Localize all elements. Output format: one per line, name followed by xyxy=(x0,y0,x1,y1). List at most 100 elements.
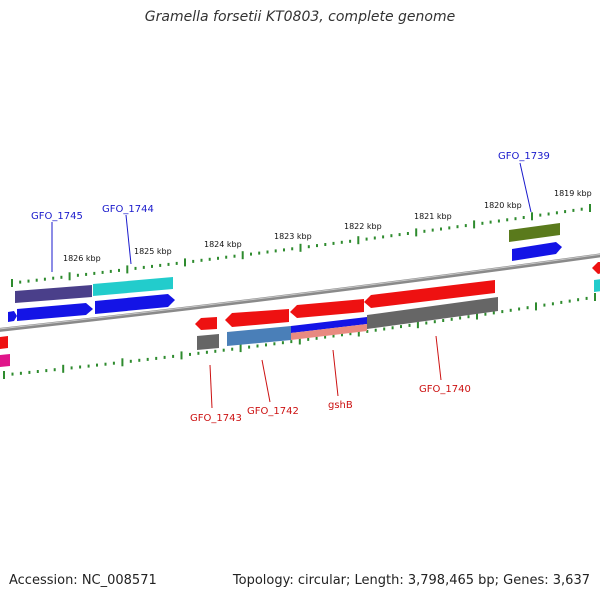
outer-ruler-minor-tick xyxy=(382,235,385,239)
outer-ruler-minor-tick xyxy=(250,252,252,256)
outer-ruler-minor-tick xyxy=(547,212,550,216)
inner-ruler-minor-tick xyxy=(585,296,588,300)
ruler-label-1825: 1825 kbp xyxy=(134,247,172,256)
inner-ruler-minor-tick xyxy=(87,364,90,368)
outer-ruler-major-tick xyxy=(11,279,13,287)
outer-ruler-major-tick xyxy=(589,204,591,212)
leader-gfo1743 xyxy=(209,364,213,409)
outer-ruler-minor-tick xyxy=(365,237,368,241)
inner-ruler-minor-tick xyxy=(459,316,462,320)
inner-ruler-minor-tick xyxy=(214,349,217,353)
outer-ruler-minor-tick xyxy=(332,241,335,245)
gene-arrow-gfo1745 xyxy=(17,303,93,321)
outer-ruler-minor-tick xyxy=(118,268,120,272)
outer-ruler-minor-tick xyxy=(167,262,170,266)
inner-ruler-minor-tick xyxy=(425,321,428,325)
inner-ruler-minor-tick xyxy=(290,340,293,344)
inner-ruler-minor-tick xyxy=(155,356,158,360)
outer-ruler-minor-tick xyxy=(134,266,137,270)
outer-ruler-minor-tick xyxy=(390,234,393,238)
inner-ruler-minor-tick xyxy=(163,355,166,359)
gene-labels: GFO_1745 GFO_1744 GFO_1739 GFO_1743 GFO_… xyxy=(31,151,550,424)
outer-ruler-minor-tick xyxy=(316,244,318,248)
outer-ruler-major-tick xyxy=(531,212,533,221)
inner-ruler-minor-tick xyxy=(509,308,512,312)
outer-ruler-minor-tick xyxy=(208,257,211,261)
outer-ruler-minor-tick xyxy=(52,276,55,280)
gene-arrow-left-edge-red xyxy=(0,336,8,349)
outer-ruler-major-tick xyxy=(184,258,186,267)
feature-gfo1740-gray xyxy=(367,297,498,329)
gene-label-gfo1740: GFO_1740 xyxy=(419,384,471,395)
outer-ruler-minor-tick xyxy=(225,255,228,259)
outer-ruler-major-tick xyxy=(415,228,418,237)
outer-ruler-minor-tick xyxy=(85,272,88,276)
outer-ruler-minor-tick xyxy=(159,263,162,267)
outer-ruler-minor-tick xyxy=(274,249,277,253)
outer-ruler-minor-tick xyxy=(266,250,269,254)
outer-ruler-minor-tick xyxy=(258,251,261,255)
map-title: Gramella forsetii KT0803, complete genom… xyxy=(144,9,456,25)
inner-ruler-minor-tick xyxy=(45,369,48,373)
gene-arrow-gfo1740 xyxy=(364,280,495,308)
outer-ruler-major-tick xyxy=(68,272,71,281)
inner-ruler-minor-tick xyxy=(349,332,352,336)
inner-ruler-major-tick xyxy=(121,358,124,367)
outer-ruler-minor-tick xyxy=(431,228,434,232)
outer-ruler-minor-tick xyxy=(142,265,145,269)
leader-gfo1740 xyxy=(435,335,442,381)
outer-ruler-minor-tick xyxy=(109,269,112,273)
inner-ruler-minor-tick xyxy=(281,341,284,345)
outer-ruler-minor-tick xyxy=(200,258,203,262)
inner-ruler-minor-tick xyxy=(560,300,563,304)
ruler-label-1824: 1824 kbp xyxy=(204,240,242,249)
inner-ruler-minor-tick xyxy=(231,347,234,351)
feature-gshb-blue xyxy=(291,317,367,333)
outer-ruler-minor-tick xyxy=(307,245,310,249)
inner-tick-ruler xyxy=(3,293,596,379)
inner-ruler-minor-tick xyxy=(543,303,546,307)
outer-ruler-major-tick xyxy=(299,243,302,252)
inner-ruler-major-tick xyxy=(180,351,183,360)
outer-ruler-minor-tick xyxy=(349,239,352,243)
outer-ruler-minor-tick xyxy=(464,224,467,228)
outer-ruler-minor-tick xyxy=(481,221,484,225)
forward-feature-row xyxy=(15,223,600,303)
outer-ruler-minor-tick xyxy=(233,254,236,258)
inner-ruler-minor-tick xyxy=(501,310,504,314)
outer-ruler-minor-tick xyxy=(175,261,178,265)
outer-ruler-minor-tick xyxy=(151,264,153,268)
ruler-label-1821: 1821 kbp xyxy=(414,212,452,221)
gene-arrow-gfo1742 xyxy=(225,309,289,327)
outer-ruler-minor-tick xyxy=(448,226,451,230)
outer-ruler-minor-tick xyxy=(192,259,195,263)
inner-ruler-minor-tick xyxy=(96,363,98,367)
inner-ruler-minor-tick xyxy=(484,312,487,316)
inner-ruler-minor-tick xyxy=(104,362,107,366)
reverse-gene-row xyxy=(0,262,600,349)
inner-ruler-minor-tick xyxy=(36,370,39,373)
inner-ruler-minor-tick xyxy=(265,343,267,347)
outer-ruler-minor-tick xyxy=(398,233,401,237)
leader-gshb xyxy=(332,349,339,397)
ruler-label-1823: 1823 kbp xyxy=(274,232,312,241)
gene-arrow-gfo1744 xyxy=(95,294,175,314)
inner-ruler-minor-tick xyxy=(11,372,14,376)
outer-ruler-major-tick xyxy=(241,251,244,260)
outer-ruler-minor-tick xyxy=(93,271,96,275)
inner-ruler-minor-tick xyxy=(53,368,56,372)
inner-ruler-major-tick xyxy=(3,371,5,379)
feature-gfo1743-gray xyxy=(197,334,219,350)
gene-arrow-gfo1743 xyxy=(195,317,217,330)
ruler-labels: 1826 kbp 1825 kbp 1824 kbp 1823 kbp 1822… xyxy=(63,189,592,263)
leader-lines xyxy=(51,162,532,409)
outer-ruler-minor-tick xyxy=(440,227,442,231)
outer-ruler-minor-tick xyxy=(19,280,22,284)
inner-ruler-minor-tick xyxy=(28,370,31,374)
feature-gshb-salmon xyxy=(291,324,367,340)
ruler-label-1826: 1826 kbp xyxy=(63,254,101,263)
inner-ruler-minor-tick xyxy=(374,328,377,332)
outer-ruler-minor-tick xyxy=(101,270,104,274)
inner-ruler-minor-tick xyxy=(341,333,343,337)
